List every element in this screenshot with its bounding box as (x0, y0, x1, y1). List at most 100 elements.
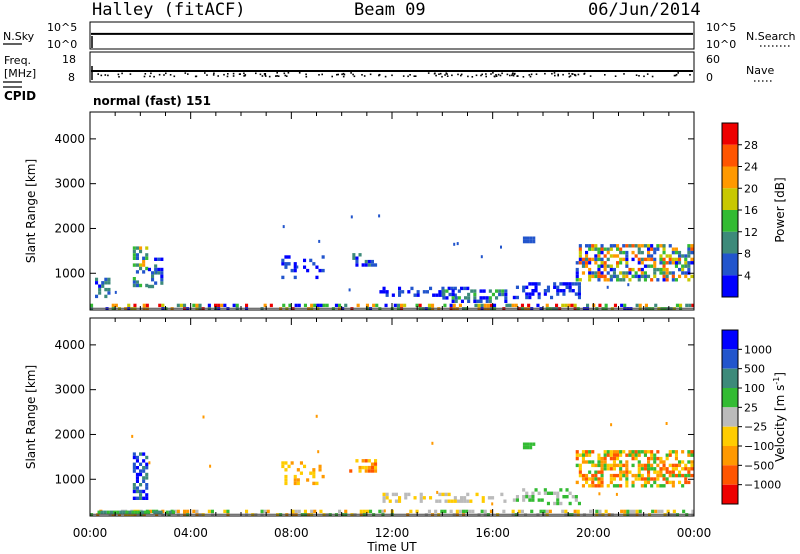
nave-dots (97, 72, 691, 78)
nave-dot (342, 72, 345, 75)
velocity-cell (491, 502, 494, 506)
power-cell (313, 303, 317, 308)
power-cell (650, 254, 654, 258)
velocity-cell (318, 464, 322, 469)
nave-dot (350, 72, 352, 74)
power-cell (628, 267, 632, 272)
velocity-cell (591, 463, 595, 468)
velocity-cell (684, 477, 688, 481)
power-cell (160, 257, 164, 261)
velocity-cell (578, 467, 582, 471)
power-cell (154, 267, 158, 272)
power-cell (157, 257, 161, 261)
power-cell (293, 268, 297, 273)
velocity-cell (245, 509, 249, 514)
power-cell (318, 239, 321, 243)
power-cell (476, 299, 480, 303)
power-cell (145, 253, 149, 257)
velocity-cell (616, 456, 620, 461)
velocity-cell (600, 477, 604, 481)
velocity-cell (625, 473, 629, 478)
power-cell (628, 278, 632, 282)
power-cell (574, 282, 578, 286)
power-cell (588, 267, 592, 272)
velocity-cell (690, 473, 694, 478)
nave-dot (677, 72, 679, 74)
velocity-cell (116, 510, 120, 514)
velocity-cell (463, 496, 467, 500)
power-cell (142, 260, 146, 264)
power-cell (217, 303, 221, 308)
velocity-cell (637, 460, 641, 464)
velocity-cell (415, 509, 419, 514)
power-cell (537, 295, 541, 300)
velocity-cell (462, 509, 466, 514)
power-cell (647, 244, 651, 248)
power-cell (575, 267, 579, 272)
velocity-cell (643, 467, 647, 471)
nave-dot (264, 74, 266, 76)
velocity-cell (132, 496, 136, 500)
velocity-cell (606, 453, 610, 457)
power-cell (95, 277, 99, 282)
velocity-cell (529, 445, 533, 450)
power-cell (665, 261, 669, 265)
power-cell (294, 303, 298, 308)
power-cell (622, 257, 626, 262)
power-cell (577, 282, 581, 286)
velocity-cell (581, 477, 585, 481)
nave-dot (511, 74, 513, 77)
nave-dot (144, 73, 147, 75)
velocity-cell (455, 509, 459, 514)
power-cell (634, 254, 638, 258)
velocity-cell (226, 509, 230, 514)
power-cell (690, 261, 694, 265)
power-cell (284, 265, 288, 269)
power-cell (637, 267, 641, 272)
power-ytick-label: 2000 (54, 221, 85, 235)
velocity-cell (122, 510, 126, 514)
nave-dot (129, 73, 132, 75)
power-cell (114, 290, 117, 294)
power-cell (370, 263, 374, 267)
velocity-cell (597, 480, 601, 485)
nave-dot (569, 75, 572, 77)
power-frame (89, 111, 695, 311)
power-cell (600, 264, 604, 268)
nave-dot (499, 74, 502, 77)
power-cell (151, 274, 155, 278)
power-colorbar-swatch (722, 188, 738, 211)
velocity-cell (294, 509, 298, 514)
power-cell (688, 303, 692, 308)
velocity-cell (594, 477, 598, 481)
power-cell (597, 278, 601, 282)
power-cell (665, 278, 669, 282)
velocity-cell (367, 459, 371, 463)
velocity-cell (591, 477, 595, 481)
power-cell (565, 285, 569, 289)
velocity-cell (597, 456, 601, 461)
power-cell (640, 244, 644, 248)
velocity-cell (665, 480, 669, 485)
nave-dot (481, 73, 483, 76)
power-cell (132, 283, 136, 288)
power-cell (556, 289, 560, 293)
nave-dot (369, 73, 372, 76)
velocity-cell (681, 450, 685, 454)
power-cell (690, 247, 694, 251)
nave-dot (285, 75, 288, 77)
power-cell (525, 295, 529, 300)
power-cell (613, 303, 617, 308)
velocity-cell (671, 480, 675, 485)
power-cell (263, 303, 267, 308)
velocity-cell (144, 510, 148, 514)
velocity-cell (662, 463, 666, 468)
power-cell (662, 244, 666, 248)
velocity-cell (681, 467, 685, 471)
velocity-cell (674, 453, 678, 457)
power-cell (501, 289, 505, 293)
power-cell (104, 294, 108, 299)
velocity-cell (610, 423, 613, 427)
velocity-cell (303, 509, 307, 514)
velocity-cell (573, 509, 577, 514)
